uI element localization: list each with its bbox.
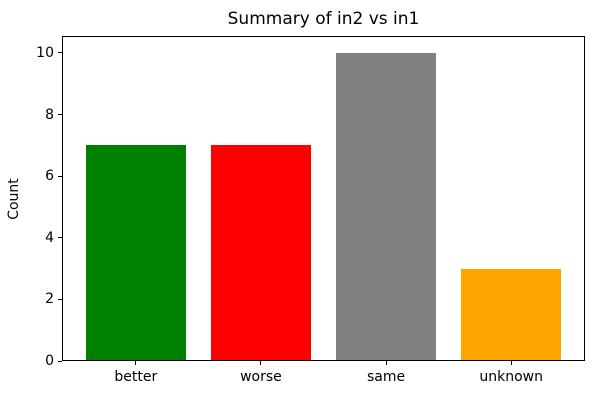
x-tick-label: same [366, 369, 406, 385]
x-tick-mark [510, 361, 512, 365]
x-tick-mark [260, 361, 262, 365]
bar-unknown [461, 268, 562, 361]
y-tick-mark [58, 298, 62, 300]
y-tick-label: 6 [45, 168, 54, 185]
y-tick-label: 0 [45, 353, 54, 369]
bar-worse [210, 145, 311, 361]
x-tick-label: better [114, 369, 158, 385]
y-tick-mark [58, 360, 62, 362]
y-tick-label: 2 [45, 291, 54, 308]
bar-better [85, 145, 186, 361]
chart-title: Summary of in2 vs in1 [227, 9, 420, 29]
x-tick-label: worse [240, 369, 282, 385]
y-tick-label: 4 [45, 229, 54, 246]
x-tick-mark [135, 361, 137, 365]
bar-same [336, 52, 437, 361]
x-tick-label: unknown [479, 369, 543, 385]
y-tick-mark [58, 114, 62, 116]
x-tick-mark [385, 361, 387, 365]
y-tick-label: 10 [36, 44, 54, 61]
y-tick-mark [58, 175, 62, 177]
y-tick-mark [58, 52, 62, 54]
y-tick-label: 8 [45, 106, 54, 123]
y-tick-mark [58, 237, 62, 239]
